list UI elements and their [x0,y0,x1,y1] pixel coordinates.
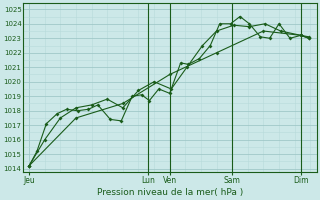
X-axis label: Pression niveau de la mer( hPa ): Pression niveau de la mer( hPa ) [97,188,243,197]
